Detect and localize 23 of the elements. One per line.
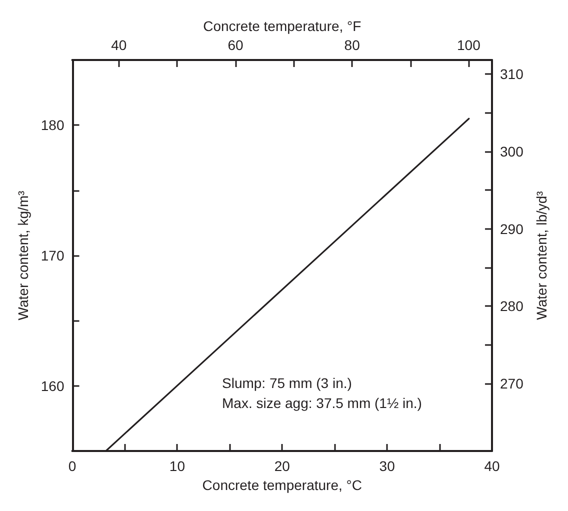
y2-axis-title: Water content, lb/yd³ [533,190,550,320]
x-tick-label: 0 [68,458,76,474]
x2-tick-label: 100 [457,37,481,53]
x-axis-title: Concrete temperature, °C [202,476,362,493]
x-tick-label: 10 [169,458,186,474]
annotation: Slump: 75 mm (3 in.) [222,375,352,391]
y2-tick-label: 280 [500,298,524,314]
annotation: Max. size agg: 37.5 mm (1½ in.) [222,395,422,411]
y-tick-label: 160 [40,378,64,394]
y-axis-title: Water content, kg/m³ [15,190,31,320]
y-tick-label: 180 [40,117,64,134]
x2-tick-label: 40 [111,37,127,53]
x-tick-label: 40 [484,458,500,474]
x-tick-label: 20 [274,458,290,474]
y2-tick-label: 300 [500,143,524,160]
y2-tick-label: 270 [500,376,524,392]
x2-tick-label: 60 [228,37,244,53]
y-tick-label: 170 [40,248,64,264]
y2-tick-label: 310 [500,66,524,82]
x2-axis-title: Concrete temperature, °F [203,18,362,34]
x2-tick-label: 80 [344,37,360,53]
x-tick-label: 30 [379,458,396,474]
y2-tick-label: 290 [500,220,524,237]
